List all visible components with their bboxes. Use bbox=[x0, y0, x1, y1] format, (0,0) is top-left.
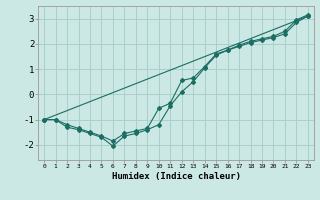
X-axis label: Humidex (Indice chaleur): Humidex (Indice chaleur) bbox=[111, 172, 241, 181]
